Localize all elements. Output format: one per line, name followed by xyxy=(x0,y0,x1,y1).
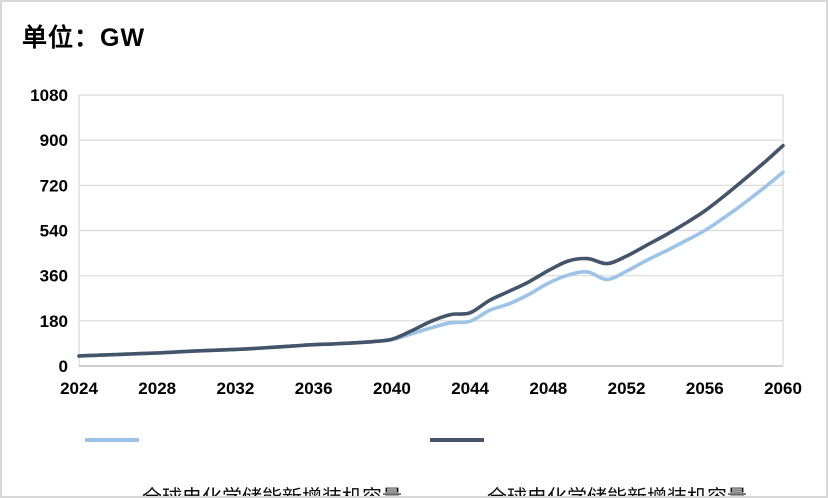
x-axis-tick-label: 2044 xyxy=(451,379,489,398)
chart-title: 单位：GW xyxy=(22,24,146,52)
x-axis-tick-label: 2056 xyxy=(686,379,724,398)
y-axis-tick-label: 180 xyxy=(40,312,68,331)
x-axis-tick-label: 2028 xyxy=(138,379,176,398)
series-line-without-renewal xyxy=(77,170,785,358)
y-axis-tick-label: 0 xyxy=(59,357,68,376)
y-axis-tick-label: 1080 xyxy=(30,86,68,105)
y-axis-tick-label: 900 xyxy=(40,131,68,150)
line-chart-plot: 0 180 360 540 720 900 1080 2024 2028 2032 2036 2040… xyxy=(30,86,802,398)
x-axis-tick-label: 2040 xyxy=(373,379,411,398)
y-axis-tick-label: 720 xyxy=(40,176,68,195)
legend-label: 全球电化学储能新增装机容量 (含更新) xyxy=(487,426,747,498)
x-axis-tick-label: 2052 xyxy=(608,379,646,398)
x-axis-tick-label: 2032 xyxy=(217,379,255,398)
x-axis-tick-label: 2024 xyxy=(60,379,98,398)
x-axis-tick-label: 2036 xyxy=(295,379,333,398)
legend-line-swatch-light xyxy=(85,438,139,442)
x-axis-tick-label: 2048 xyxy=(529,379,567,398)
y-axis-tick-label: 540 xyxy=(40,222,68,241)
legend-line-swatch-dark xyxy=(430,438,484,442)
chart-legend: 全球电化学储能新增装机容量 （不含更新） 全球电化学储能新增装机容量 (含更新) xyxy=(2,426,826,498)
legend-item-without-renewal: 全球电化学储能新增装机容量 （不含更新） xyxy=(85,426,402,498)
legend-label: 全球电化学储能新增装机容量 （不含更新） xyxy=(142,426,402,498)
legend-label-line1: 全球电化学储能新增装机容量 xyxy=(142,487,402,498)
series-line-with-renewal xyxy=(77,143,785,358)
legend-label-line1: 全球电化学储能新增装机容量 xyxy=(487,487,747,498)
x-axis-tick-label: 2060 xyxy=(764,379,802,398)
legend-item-with-renewal: 全球电化学储能新增装机容量 (含更新) xyxy=(430,426,747,498)
y-axis-tick-label: 360 xyxy=(40,267,68,286)
